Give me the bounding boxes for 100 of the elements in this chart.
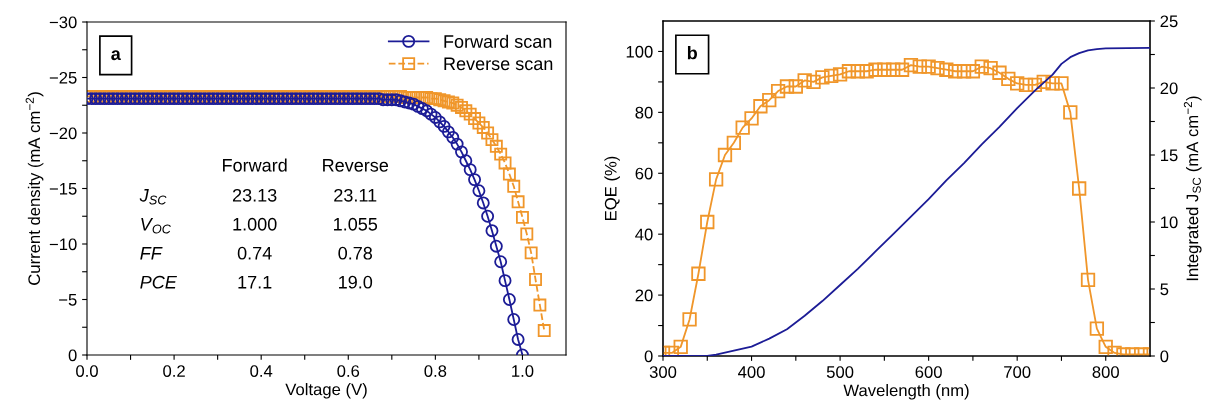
point bbox=[974, 59, 989, 74]
point bbox=[788, 79, 803, 94]
point bbox=[921, 59, 936, 74]
y-tick-label: 0 bbox=[68, 349, 77, 362]
y-tick-label: −5 bbox=[59, 294, 77, 306]
point bbox=[1063, 105, 1078, 120]
point bbox=[859, 64, 874, 79]
point bbox=[726, 135, 741, 150]
y-tick-label: 100 bbox=[626, 45, 653, 58]
x-axis-title: Wavelength (nm) bbox=[843, 384, 969, 400]
annotation: Reverse bbox=[323, 159, 389, 172]
point bbox=[797, 73, 812, 88]
annotation: 1.000 bbox=[233, 217, 277, 231]
point bbox=[762, 93, 777, 108]
x-tick-label: 400 bbox=[738, 366, 765, 378]
annotation: 23.11 bbox=[334, 188, 377, 202]
x-tick-label: 500 bbox=[826, 366, 854, 378]
y2-tick-label: 20 bbox=[1160, 82, 1178, 95]
y-tick-label: −15 bbox=[49, 183, 77, 195]
point bbox=[877, 62, 892, 77]
annotation: 23.13 bbox=[232, 188, 277, 202]
point bbox=[1045, 76, 1060, 91]
point bbox=[753, 99, 768, 114]
point bbox=[824, 68, 839, 83]
x-tick-label: 600 bbox=[915, 366, 942, 378]
y-tick-label: −25 bbox=[49, 71, 77, 84]
point bbox=[948, 64, 963, 79]
point bbox=[886, 62, 901, 77]
y-tick-label: 40 bbox=[635, 228, 653, 241]
point bbox=[770, 83, 786, 99]
annotation: Forward bbox=[223, 158, 287, 172]
point bbox=[903, 58, 919, 73]
point bbox=[1054, 76, 1069, 91]
y-axis-title: EQE (%) bbox=[604, 156, 620, 221]
x-tick-label: 0.6 bbox=[337, 365, 360, 377]
annotation: a bbox=[111, 50, 121, 61]
y-axis-title: Current density (mA cm$^{−2}$) bbox=[25, 92, 44, 285]
point bbox=[992, 65, 1007, 80]
y2-tick-label: 0 bbox=[1160, 350, 1169, 363]
legend-label: Reverse scan bbox=[444, 57, 553, 71]
y-tick-label: −30 bbox=[49, 16, 77, 29]
annotation: 1.055 bbox=[334, 217, 378, 231]
x-axis-title: Voltage (V) bbox=[285, 383, 367, 399]
x-tick-label: 0.4 bbox=[250, 365, 273, 377]
y-tick-label: −20 bbox=[49, 127, 77, 140]
point bbox=[717, 147, 733, 163]
point bbox=[832, 67, 848, 82]
point bbox=[1072, 181, 1087, 196]
y2-tick-label: 5 bbox=[1160, 283, 1169, 296]
point bbox=[1010, 76, 1025, 91]
y-tick-label: −10 bbox=[49, 238, 77, 251]
point bbox=[815, 70, 830, 85]
y2-tick-label: 15 bbox=[1160, 149, 1178, 162]
annotation: J$_{SC}$ bbox=[139, 189, 167, 205]
y-tick-label: 80 bbox=[635, 106, 653, 119]
x-tick-label: 0.2 bbox=[163, 365, 185, 377]
x-tick-label: 700 bbox=[1004, 366, 1031, 378]
x-tick-label: 0.8 bbox=[424, 365, 447, 377]
point bbox=[1098, 339, 1113, 355]
point bbox=[1036, 74, 1051, 90]
point bbox=[841, 64, 857, 79]
x-tick-label: 300 bbox=[649, 366, 677, 378]
point bbox=[682, 312, 697, 327]
y-tick-label: 60 bbox=[635, 167, 653, 180]
point bbox=[708, 172, 724, 187]
point bbox=[1089, 321, 1105, 336]
point bbox=[691, 266, 706, 281]
point bbox=[939, 62, 954, 77]
x-tick-label: 1.0 bbox=[512, 365, 534, 377]
annotation: 0.74 bbox=[237, 246, 272, 260]
point bbox=[894, 62, 910, 77]
point bbox=[779, 79, 795, 94]
point bbox=[806, 74, 821, 90]
annotation: V$_{OC}$ bbox=[141, 218, 171, 234]
point bbox=[700, 214, 715, 230]
point bbox=[1018, 77, 1034, 93]
point bbox=[673, 339, 688, 355]
y2-tick-label: 10 bbox=[1160, 216, 1178, 229]
y2-axis-title: Integrated J$_{SC}$ (mA cm$^{−2}$) bbox=[1183, 96, 1202, 281]
x-tick-label: 0.0 bbox=[76, 365, 98, 377]
x-tick-label: 800 bbox=[1092, 366, 1119, 378]
point bbox=[956, 64, 972, 79]
legend-label: Forward scan bbox=[444, 34, 552, 48]
point bbox=[930, 61, 945, 76]
y2-tick-label: 25 bbox=[1160, 15, 1178, 28]
point bbox=[1001, 71, 1016, 87]
point bbox=[868, 62, 883, 77]
y-tick-label: 0 bbox=[644, 350, 653, 363]
y-tick-label: 20 bbox=[635, 289, 653, 302]
point bbox=[965, 64, 981, 79]
point bbox=[983, 61, 998, 76]
annotation: b bbox=[687, 46, 697, 60]
point bbox=[1080, 272, 1096, 288]
annotation: 19.0 bbox=[339, 275, 373, 289]
annotation: PCE bbox=[140, 275, 177, 289]
point bbox=[912, 59, 927, 74]
annotation: FF bbox=[140, 247, 163, 260]
annotation: 17.1 bbox=[238, 275, 272, 289]
point bbox=[735, 120, 750, 135]
annotation: 0.78 bbox=[338, 246, 373, 260]
